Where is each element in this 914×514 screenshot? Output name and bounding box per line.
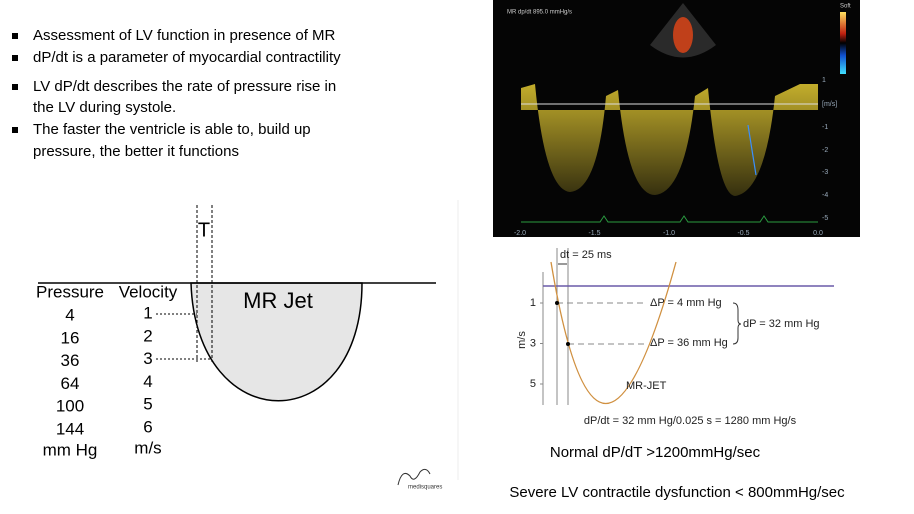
t-label: T xyxy=(198,219,210,241)
bullet-text: Assessment of LV function in presence of… xyxy=(33,27,336,44)
normal-note: Normal dP/dT >1200mmHg/sec xyxy=(550,444,761,461)
pressure-unit: mm Hg xyxy=(43,440,98,459)
tick-label: 3 xyxy=(530,337,536,349)
velocity-tick: -1 xyxy=(822,124,828,131)
right-diagram: dt = 25 ms m/s 1 3 5 ΔP = 4 mm Hg ΔP = 36 … xyxy=(516,248,834,427)
velocity-value: 5 xyxy=(143,395,152,414)
time-tick: 0.0 xyxy=(813,230,823,237)
dpdt-marker xyxy=(747,124,757,176)
bullet-list: Assessment of LV function in presence of… xyxy=(12,27,341,160)
unit-label: [m/s] xyxy=(822,101,837,108)
velocity-header: Velocity xyxy=(119,282,178,301)
axis-label: m/s xyxy=(516,331,528,349)
dp2-label: ΔP = 36 mm Hg xyxy=(650,337,728,349)
doppler-image: MR dp/dt 895.0 mmHg/s Soft [m/s] 1 -1 -2 -3… xyxy=(493,0,860,237)
pressure-value: 36 xyxy=(61,351,80,370)
jet-label: MR-JET xyxy=(626,380,667,392)
pressure-value: 144 xyxy=(56,419,84,438)
velocity-tick: -3 xyxy=(822,169,828,176)
logo: medisquares xyxy=(408,485,442,491)
velocity-value: 4 xyxy=(143,372,152,391)
bullet-marker xyxy=(12,127,18,133)
ecg-trace xyxy=(521,215,818,223)
doppler-envelope xyxy=(521,84,818,196)
dt-label: dt = 25 ms xyxy=(560,249,612,261)
scale-label: Soft xyxy=(840,4,851,10)
bullet-marker xyxy=(12,84,18,90)
pressure-value: 100 xyxy=(56,397,84,416)
time-tick: -1.5 xyxy=(588,230,600,237)
severe-note: Severe LV contractile dysfunction < 800m… xyxy=(509,484,845,501)
formula: dP/dt = 32 mm Hg/0.025 s = 1280 mm Hg/s xyxy=(584,415,797,427)
color-bar xyxy=(840,12,846,74)
point xyxy=(555,301,559,305)
time-tick: -2.0 xyxy=(514,230,526,237)
left-diagram: T MR Jet Pressure Velocity 4163664100144… xyxy=(36,200,459,480)
doppler-header: MR dp/dt 895.0 mmHg/s xyxy=(507,10,572,16)
point xyxy=(566,342,570,346)
bullet-text: LV dP/dt describes the rate of pressure … xyxy=(33,78,336,95)
velocity-tick: 1 xyxy=(822,77,826,84)
velocity-value: 3 xyxy=(143,349,152,368)
tick-label: 1 xyxy=(530,297,536,309)
pressure-header: Pressure xyxy=(36,282,104,301)
mr-jet-shape xyxy=(190,282,363,402)
time-tick: -0.5 xyxy=(737,230,749,237)
velocity-value: 1 xyxy=(143,303,152,322)
jet-label: MR Jet xyxy=(243,288,313,313)
bullet-text: the LV during systole. xyxy=(33,99,176,116)
logo-mark xyxy=(397,468,431,486)
velocity-tick: -4 xyxy=(822,192,828,199)
pressure-value: 4 xyxy=(65,305,74,324)
pressure-value: 16 xyxy=(61,328,80,347)
velocity-tick: -2 xyxy=(822,147,828,154)
bullet-marker xyxy=(12,33,18,39)
velocity-tick: -5 xyxy=(822,215,828,222)
dp1-label: ΔP = 4 mm Hg xyxy=(650,297,722,309)
bullet-text: pressure, the better it functions xyxy=(33,143,239,160)
dp-total-label: dP = 32 mm Hg xyxy=(743,318,820,330)
velocity-value: 2 xyxy=(143,326,152,345)
color-jet xyxy=(673,17,693,53)
bullet-text: The faster the ventricle is able to, bui… xyxy=(33,121,311,138)
brace xyxy=(732,302,742,345)
velocity-unit: m/s xyxy=(134,438,161,457)
bullet-marker xyxy=(12,55,18,61)
bullet-text: dP/dt is a parameter of myocardial contr… xyxy=(33,49,341,66)
tick-label: 5 xyxy=(530,378,536,390)
velocity-value: 6 xyxy=(143,417,152,436)
jet-curve xyxy=(550,261,677,404)
time-tick: -1.0 xyxy=(663,230,675,237)
pressure-value: 64 xyxy=(61,374,80,393)
